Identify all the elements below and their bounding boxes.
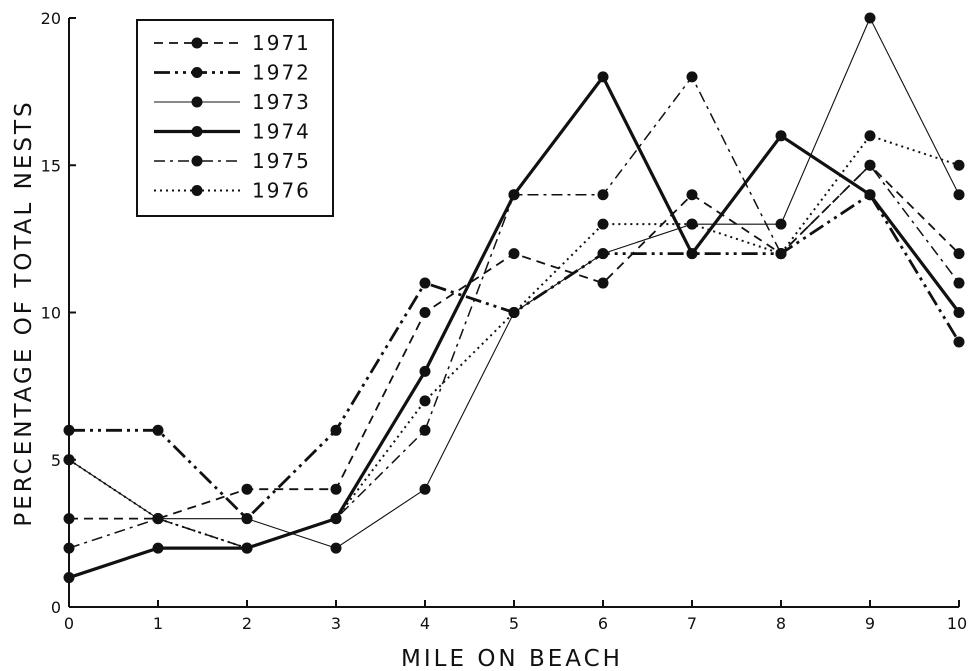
data-point [63,513,75,525]
data-point [597,218,609,230]
x-tick-label: 9 [865,614,875,633]
y-tick-label: 5 [51,451,61,470]
x-tick-label: 6 [598,614,608,633]
data-point [953,248,965,260]
legend-label: 1971 [252,31,311,55]
data-point [63,572,75,584]
x-tick-label: 8 [776,614,786,633]
y-tick-label: 20 [41,9,61,28]
y-tick-label: 0 [51,598,61,617]
legend-swatch-marker [191,155,203,167]
series-line-1971 [69,164,960,520]
x-tick-label: 7 [687,614,697,633]
data-point [419,277,431,289]
legend-entry: 1975 [154,149,311,173]
series-1976 [63,130,965,554]
data-point [63,454,75,466]
data-point [508,248,520,260]
data-point [152,513,164,525]
y-tick-label: 10 [41,304,61,323]
series-line-1972 [69,193,961,521]
x-tick-label: 10 [947,614,967,633]
data-point [419,365,431,377]
data-point [241,483,253,495]
data-point [953,336,965,348]
data-point [864,189,876,201]
data-point [597,248,609,260]
y-tick-label: 15 [41,156,61,175]
legend-swatch-marker [191,185,203,196]
data-point [775,130,787,142]
data-point [508,307,520,318]
series-line-1976 [68,134,960,550]
data-point [63,542,75,554]
legend-label: 1972 [252,61,311,85]
data-point [330,513,342,525]
series-layer [63,12,965,584]
data-point [63,424,75,436]
legend-label: 1973 [252,90,311,114]
data-point [864,130,876,142]
data-point [953,307,965,318]
data-point [953,189,965,201]
legend-label: 1975 [252,149,311,173]
data-point [419,395,431,407]
y-axis-title: PERCENTAGE OF TOTAL NESTS [11,99,37,526]
legend-label: 1974 [252,120,311,144]
data-point [330,483,342,495]
x-tick-label: 1 [153,614,163,633]
legend: 1971 1972 1973 1974 1975 1976 [136,19,334,217]
data-point [330,542,342,554]
legend-swatch-marker [191,96,203,108]
data-point [775,218,787,230]
legend-entry: 1971 [154,31,311,55]
data-point [419,307,431,318]
legend-entry: 1976 [154,179,311,203]
data-point [419,483,431,495]
series-1972 [63,189,965,525]
legend-label: 1976 [252,179,311,203]
legend-entry: 1972 [154,61,311,85]
data-point [508,189,520,201]
ticks-layer: 0 1 2 3 4 5 6 7 8 9 10 0 5 10 15 20 [41,9,968,633]
x-tick-label: 2 [242,614,252,633]
data-point [241,542,253,554]
legend-swatch-marker [191,67,203,78]
data-point [152,542,164,554]
data-point [953,277,965,289]
data-point [686,71,698,83]
data-point [686,189,698,201]
data-point [775,248,787,260]
legend-entry: 1974 [154,120,311,144]
data-point [597,71,609,83]
data-point [864,12,876,24]
x-tick-label: 4 [420,614,430,633]
data-point [597,277,609,289]
x-tick-label: 3 [331,614,341,633]
data-point [953,159,965,171]
x-tick-label: 5 [509,614,519,633]
legend-entry: 1973 [154,90,311,114]
x-tick-label: 0 [64,614,74,633]
legend-swatch-marker [191,37,203,49]
data-point [597,189,609,201]
legend-swatch-marker [191,126,203,137]
data-point [686,248,698,260]
data-point [241,513,253,525]
data-point [419,424,431,436]
legend-box [136,19,334,217]
data-point [864,159,876,171]
data-point [152,424,164,436]
data-point [330,424,342,436]
x-axis-title: MILE ON BEACH [401,646,623,671]
data-point [686,218,698,230]
